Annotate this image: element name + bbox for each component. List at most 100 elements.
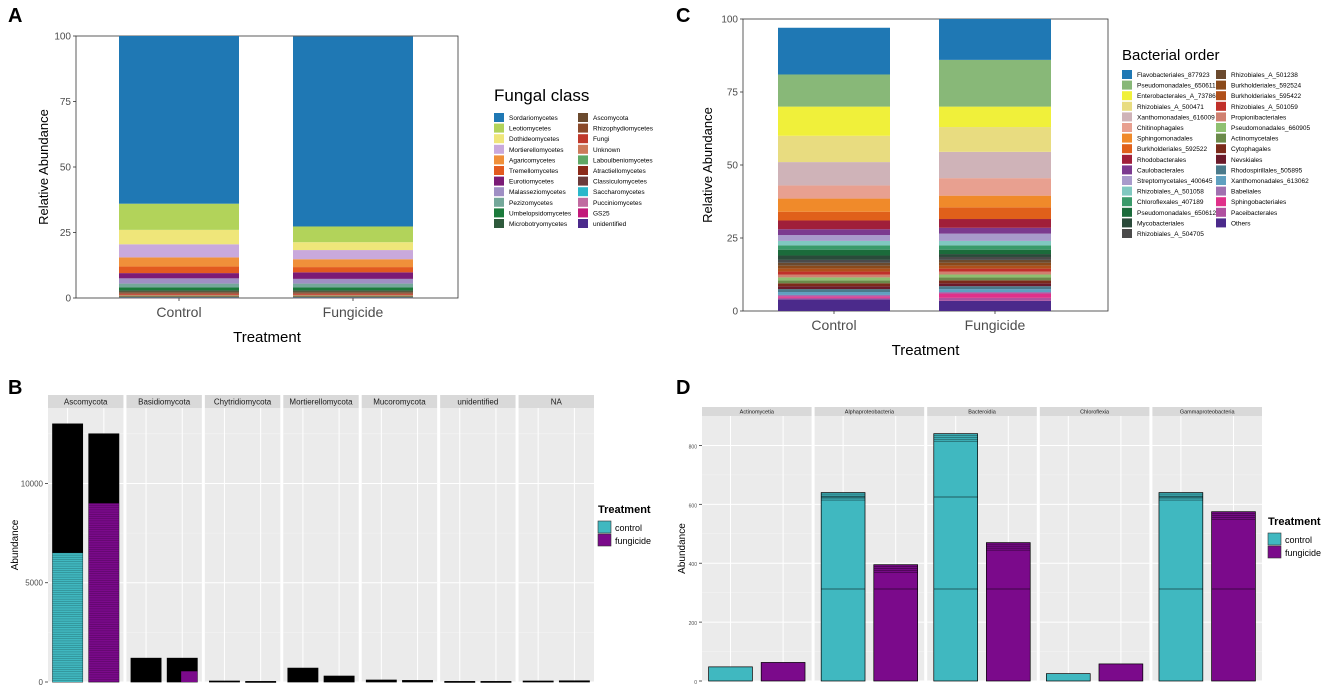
legend-key: [1122, 133, 1132, 143]
bar-segment: [778, 277, 890, 281]
legend-label: fungicide: [1285, 548, 1321, 558]
bar-segment: [293, 283, 413, 288]
bar-segment: [293, 267, 413, 273]
legend-key: [494, 155, 504, 165]
bar-segment: [119, 244, 239, 258]
facet-label: Chloroflexia: [1080, 409, 1110, 415]
facet-label: Chytridiomycota: [214, 397, 272, 406]
legend-key: [1122, 186, 1132, 196]
fungicide-bar: [1098, 663, 1144, 682]
fungicide-bar: [323, 675, 355, 683]
legend-key: [494, 219, 504, 228]
legend-label: Cytophagales: [1231, 146, 1271, 153]
legend-label: Paceibacterales: [1231, 210, 1278, 217]
bar-segment: [119, 294, 239, 296]
legend-label: Pucciniomycetes: [593, 200, 643, 207]
facet-label: Bacteroidia: [968, 409, 996, 415]
facet-label: Alphaproteobacteria: [845, 409, 895, 415]
legend-key: [494, 113, 504, 122]
legend-key: [494, 176, 504, 186]
facet-strip: [48, 395, 124, 408]
bar-segment: [778, 106, 890, 136]
fungicide-bar: [402, 680, 433, 683]
bar-segment: [778, 211, 890, 221]
legend-label: Pezizomycetes: [509, 200, 553, 207]
legend-key: [1216, 91, 1226, 101]
legend-label: Umbelopsidomycetes: [509, 210, 572, 217]
y-tick-label: 25: [727, 234, 739, 245]
fungicide-bar: [760, 662, 806, 682]
legend-key: [1122, 70, 1132, 79]
legend-label: Actinomycetales: [1231, 136, 1279, 143]
facet-strip: [702, 407, 812, 416]
legend-key: [1122, 176, 1132, 185]
y-tick-label: 200: [689, 621, 698, 627]
legend-label: Others: [1231, 220, 1251, 227]
facet-strip: [440, 395, 516, 408]
bar-segment: [778, 283, 890, 287]
legend-label: Rhizobiales_A_504705: [1137, 231, 1204, 238]
legend-key: [1122, 218, 1132, 228]
legend-key: [1122, 123, 1132, 132]
legend-label: Rhodobacterales: [1137, 157, 1187, 164]
bar-segment: [778, 162, 890, 186]
legend-title: Treatment: [598, 504, 651, 516]
bar-segment: [293, 226, 413, 243]
bar-segment: [778, 74, 890, 107]
bar-segment: [778, 268, 890, 272]
bar-segment: [939, 274, 1051, 278]
legend-label: Pseudomonadales_660905: [1231, 125, 1311, 132]
bar-segment: [778, 229, 890, 236]
legend-label: GS25: [593, 210, 610, 217]
bar-segment: [293, 250, 413, 260]
bar-segment: [778, 259, 890, 263]
facet-strip: [814, 407, 925, 416]
bar-segment: [293, 293, 413, 295]
bar-segment: [778, 274, 890, 278]
bar-segment: [939, 195, 1051, 208]
bar-segment: [293, 292, 413, 294]
legend-label: Agaricomycetes: [509, 157, 556, 164]
bar-segment: [939, 207, 1051, 220]
bar-segment: [119, 36, 239, 204]
facet-panel: [518, 408, 594, 682]
legend-key: [494, 197, 504, 207]
bar-segment: [939, 256, 1051, 260]
facet-label: NA: [551, 397, 563, 406]
legend-key: [578, 155, 588, 165]
bar-segment: [778, 235, 890, 241]
bar-segment: [778, 296, 890, 298]
control-bar: [933, 433, 978, 682]
facet-strip: [1152, 407, 1262, 416]
bar-segment: [939, 227, 1051, 234]
legend-label: Xanthomonadales_613062: [1231, 178, 1309, 185]
legend-label: Sordariomycetes: [509, 115, 559, 122]
legend-label: control: [615, 523, 642, 533]
legend-key: [1216, 101, 1226, 111]
facet-label: Mortierellomycota: [289, 397, 353, 406]
bar-segment: [939, 245, 1051, 250]
bar-segment: [119, 292, 239, 294]
bar-segment: [939, 271, 1051, 275]
y-tick-label: 100: [54, 32, 71, 43]
legend-key: [1216, 176, 1226, 185]
legend-label: Rhizophydiomycetes: [593, 126, 654, 133]
legend-key: [1267, 545, 1282, 559]
bar-segment: [778, 299, 890, 311]
bar-segment: [939, 240, 1051, 246]
legend-label: Microbotryomycetes: [509, 221, 568, 228]
x-tick-label: Control: [156, 304, 201, 320]
panel-b-faceted-chart: Ascomycota Basidiomycota Chytridiomycota Mo…: [10, 395, 651, 687]
legend-label: Mycobacteriales: [1137, 220, 1185, 227]
fungicide-bar: [986, 542, 1031, 682]
bar-segment: [778, 220, 890, 230]
y-tick-label: 0: [65, 294, 71, 305]
facet-strip: [361, 395, 438, 408]
bar-segment: [939, 289, 1051, 293]
panel-d-faceted-chart: Actinomycetia Alphaproteobacteria Bacteroi…: [677, 407, 1321, 686]
legend-key: [1267, 532, 1282, 546]
y-tick-label: 5000: [25, 579, 43, 588]
bar-segment: [119, 295, 239, 297]
legend-label: unidentified: [593, 221, 627, 228]
legend-label: Burkholderiales_595422: [1231, 93, 1301, 100]
